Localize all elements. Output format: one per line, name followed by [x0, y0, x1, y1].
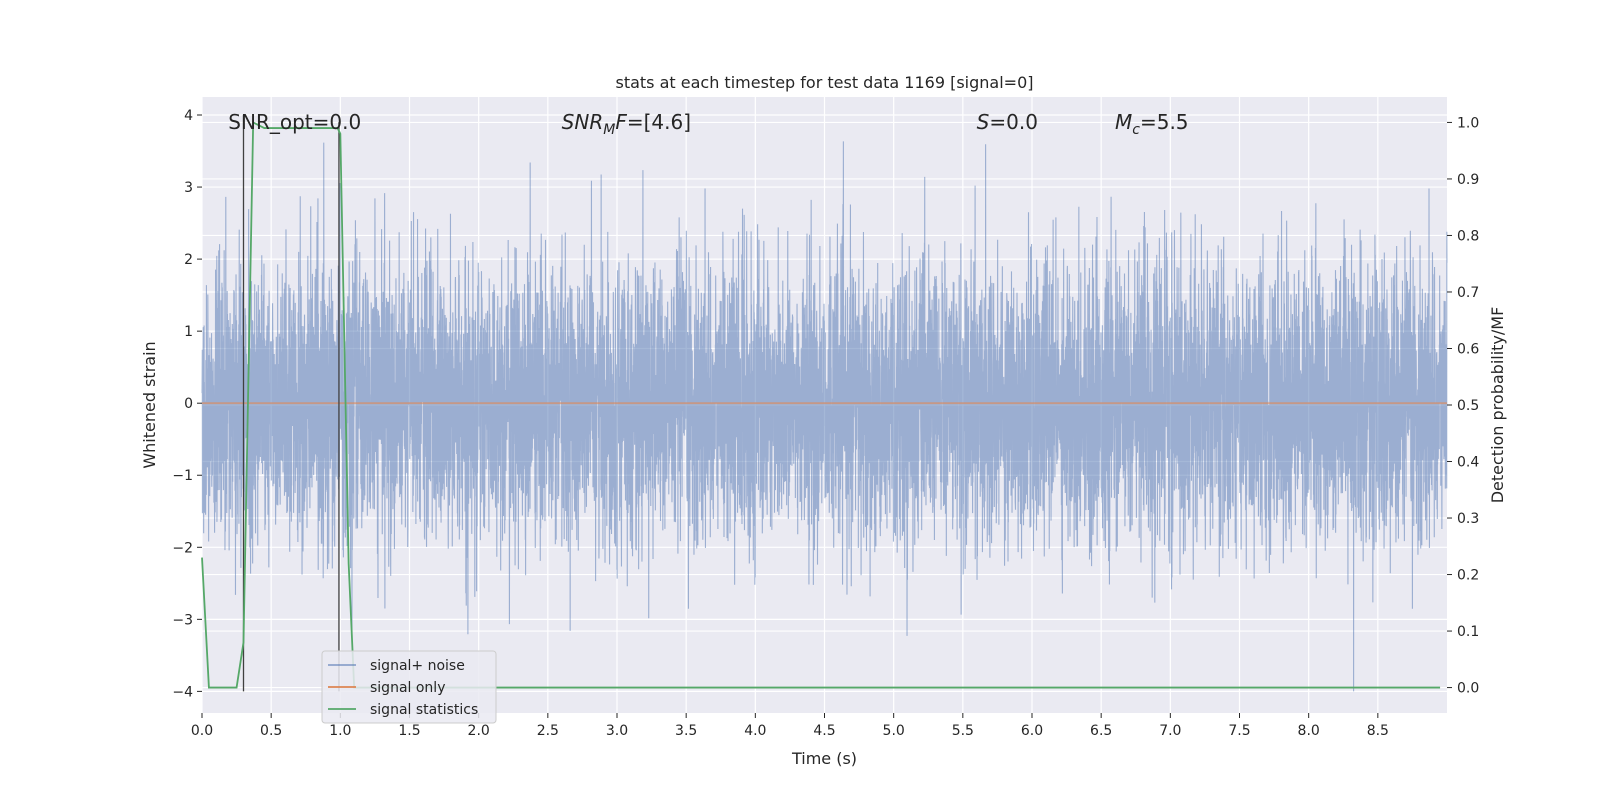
x-tick-label-13: 6.5	[1090, 723, 1112, 739]
y-right-tick-label-8: 0.8	[1457, 228, 1479, 244]
y-right-tick-label-9: 0.9	[1457, 172, 1479, 188]
series-layer	[201, 115, 1448, 692]
y-right-tick-label-10: 1.0	[1457, 115, 1479, 131]
x-tick-label-8: 4.0	[744, 723, 766, 739]
x-tick-label-17: 8.5	[1367, 723, 1389, 739]
x-axis-label: Time (s)	[791, 749, 857, 768]
y-right-tick-label-4: 0.4	[1457, 455, 1479, 471]
y-right-tick-label-1: 0.1	[1457, 624, 1479, 640]
y-right-tick-label-6: 0.6	[1457, 341, 1479, 357]
axes-layer: 0.0 0.5 1.0 1.5 2.0 2.5 3.0 3.5 4.0 4.5 5.0 5.5 6.0 6…	[172, 108, 1479, 739]
series-signal-noise	[201, 141, 1448, 692]
y-right-tick-label-2: 0.2	[1457, 568, 1479, 584]
x-tick-label-1: 0.5	[260, 723, 282, 739]
y-left-tick-label-0: −4	[172, 684, 193, 700]
x-tick-label-14: 7.0	[1159, 723, 1181, 739]
legend-label-0: signal+ noise	[370, 658, 465, 674]
x-tick-label-11: 5.5	[952, 723, 974, 739]
legend-label-2: signal statistics	[370, 702, 478, 718]
y-left-tick-label-5: 1	[184, 324, 193, 340]
y-left-tick-label-3: −1	[172, 468, 193, 484]
x-tick-label-4: 2.0	[468, 723, 490, 739]
legend-label-1: signal only	[370, 680, 445, 696]
x-tick-label-10: 5.0	[883, 723, 905, 739]
x-tick-label-3: 1.5	[398, 723, 420, 739]
x-tick-label-7: 3.5	[675, 723, 697, 739]
series-signal-statistics	[201, 120, 1441, 689]
x-tick-label-16: 8.0	[1298, 723, 1320, 739]
legend: signal+ noise signal only signal statistic…	[321, 650, 497, 724]
y-left-tick-label-8: 4	[184, 108, 193, 124]
x-tick-label-0: 0.0	[191, 723, 213, 739]
annotation-snr-mf: SNRMF=[4.6]	[562, 110, 691, 138]
x-tick-label-6: 3.0	[606, 723, 628, 739]
annotations: SNR_opt=0.0 SNRMF=[4.6] S=0.0 Mc=5.5	[228, 110, 1188, 138]
annotation-snr-opt: SNR_opt=0.0	[228, 110, 361, 134]
x-tick-label-15: 7.5	[1228, 723, 1250, 739]
y-left-tick-label-2: −2	[172, 540, 193, 556]
y-left-tick-label-6: 2	[184, 252, 193, 268]
chart-title: stats at each timestep for test data 116…	[615, 73, 1033, 92]
y-left-tick-label-1: −3	[172, 612, 193, 628]
y-right-tick-label-5: 0.5	[1457, 398, 1479, 414]
x-tick-label-2: 1.0	[329, 723, 351, 739]
x-tick-label-9: 4.5	[813, 723, 835, 739]
legend-box	[321, 650, 497, 724]
x-tick-label-5: 2.5	[537, 723, 559, 739]
y-right-tick-label-3: 0.3	[1457, 511, 1479, 527]
annotation-mc-value: Mc=5.5	[1115, 110, 1189, 138]
y-left-tick-label-4: 0	[184, 396, 193, 412]
annotation-s-value: S=0.0	[977, 110, 1038, 134]
y-axis-label-left: Whitened strain	[140, 341, 159, 468]
y-right-tick-label-0: 0.0	[1457, 681, 1479, 697]
y-left-tick-label-7: 3	[184, 180, 193, 196]
x-tick-label-12: 6.0	[1021, 723, 1043, 739]
y-axis-label-right: Detection probability/MF	[1488, 307, 1507, 504]
y-right-tick-label-7: 0.7	[1457, 285, 1479, 301]
